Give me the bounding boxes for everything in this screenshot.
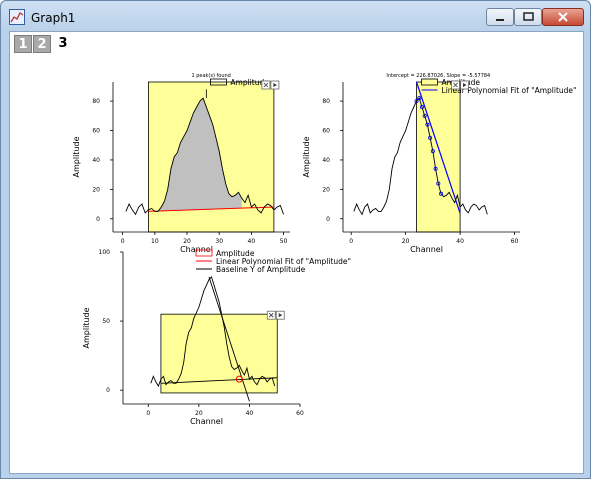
chart-1-x-tick-label: 30 [215,238,223,245]
chart-3-x-axis-title: Channel [190,417,223,426]
chart-1-subtitle: 1 peak(s) found [191,73,230,79]
chart-1-y-tick-label: 20 [92,186,100,193]
chart-1-x-tick-label: 50 [280,238,288,245]
chart-2-fit-point [417,96,422,101]
chart-3-x-tick-label: 60 [296,410,304,417]
gadget-arrow-glyph [278,313,283,318]
chart-2-x-tick-label: 40 [456,238,464,245]
chart-1-y-axis-title: Amplitude [72,136,81,177]
maximize-icon [523,12,534,21]
chart-2-y-tick-label: 0 [326,216,330,223]
layer-tab-1[interactable]: 1 [14,35,32,53]
chart-2-fit-point [436,181,441,186]
chart-3-amplitude-line [150,275,276,388]
chart-1-y-tick-label: 60 [92,128,100,135]
chart-3-intersection-marker [235,375,243,383]
chart-2-y-tick-label: 20 [322,186,330,193]
chart-3-baseline-line [160,377,278,384]
chart-1-x-axis-title: Channel [180,245,213,254]
chart-1-y-tick-label: 80 [92,98,100,105]
chart-2-x-axis-title: Channel [410,245,443,254]
chart-2-fit-point [430,149,435,154]
chart-2-gadget-toolbar[interactable] [451,80,469,90]
graph-app-icon [9,9,25,25]
window-title: Graph1 [31,11,76,25]
chart-1-amplitude-line [125,97,284,216]
chart-3-y-tick-label: 0 [106,387,110,394]
layer-tab-2[interactable]: 2 [33,35,51,53]
minimize-icon [496,19,504,21]
maximize-button[interactable] [514,8,542,26]
chart-3-gadget-toolbar[interactable] [266,310,285,320]
gadget-arrow-glyph [273,83,277,87]
chart-3-legend-swatch [195,249,213,257]
close-button[interactable] [542,8,584,26]
gadget-close-glyph [263,82,269,88]
chart-2-fit-point [425,122,430,127]
chart-1-legend-swatch [209,78,227,86]
chart-2-x-tick-label: 0 [349,238,353,245]
chart-1-legend-label: Amplitude [230,78,269,87]
chart-2-x-tick-label: 60 [511,238,519,245]
chart-2-y-tick-label: 60 [322,128,330,135]
chart-3-x-tick-label: 40 [246,410,254,417]
chart-2-fit-point [422,113,427,118]
chart-3: 0 20 40 60050100ChannelAmplitudeAmplitudeLi… [82,249,351,426]
chart-2-y-axis-title: Amplitude [302,136,311,177]
chart-2-highlight-region [416,81,461,233]
chart-2-y-tick-label: 40 [322,157,330,164]
chart-1-baseline-line [148,206,274,212]
gadget-arrow-glyph [463,83,467,87]
chart-2-legend-swatch [421,78,438,86]
chart-3-x-tick-label: 20 [195,410,203,417]
chart-1-y-tick-label: 0 [96,216,100,223]
graph-page: 1 2 3 0 10 20 30 40 50 0 20 40 60 80 Channel Amplitu… [9,31,584,474]
chart-2-amplitude-line [353,97,488,216]
chart-2-subtitle: Intercept = 226.87026, Slope = -5.57784 [386,73,490,79]
close-icon [558,12,568,22]
chart-2: 0 20 40 60 0 20 40 60 80 Channel Amplitude Intercep… [302,73,577,254]
chart-2-legend-label: Linear Polynomial Fit of "Amplitude" [442,86,577,95]
chart-2-y-tick-label: 80 [322,98,330,105]
chart-2-fit-point [414,99,419,104]
chart-2-fit-point [419,105,424,110]
gadget-close-glyph [453,82,458,88]
chart-1-x-tick-label: 0 [121,238,125,245]
minimize-button[interactable] [486,8,514,26]
gadget-close-glyph [268,312,274,318]
chart-2-fit-line [415,81,461,214]
chart-1-y-tick-label: 40 [92,157,100,164]
chart-3-x-tick-label: 0 [146,410,150,417]
chart-1-x-tick-label: 20 [183,238,191,245]
chart-2-fit-point [428,135,433,140]
chart-1-x-tick-label: 40 [248,238,256,245]
chart-1-x-tick-label: 10 [151,238,159,245]
chart-2-fit-point [433,166,438,171]
title-bar[interactable]: Graph1 [1,1,590,31]
chart-3-highlight-region [160,313,278,394]
chart-2-fit-point [439,191,444,196]
chart-3-legend-label: Baseline Y of Amplitude [216,265,306,274]
chart-3-y-tick-label: 100 [99,249,111,256]
chart-3-legend-label: Amplitude [216,249,255,258]
chart-3-y-axis-title: Amplitude [82,307,91,348]
chart-1-gadget-toolbar[interactable] [261,80,280,90]
layer-tab-3[interactable]: 3 [54,35,72,53]
chart-3-fit-line [208,276,250,402]
chart-3-legend-label: Linear Polynomial Fit of "Amplitude" [216,257,351,266]
chart-2-x-tick-label: 20 [402,238,410,245]
chart-3-y-tick-label: 50 [102,318,110,325]
chart-1-peak-area [158,98,242,212]
